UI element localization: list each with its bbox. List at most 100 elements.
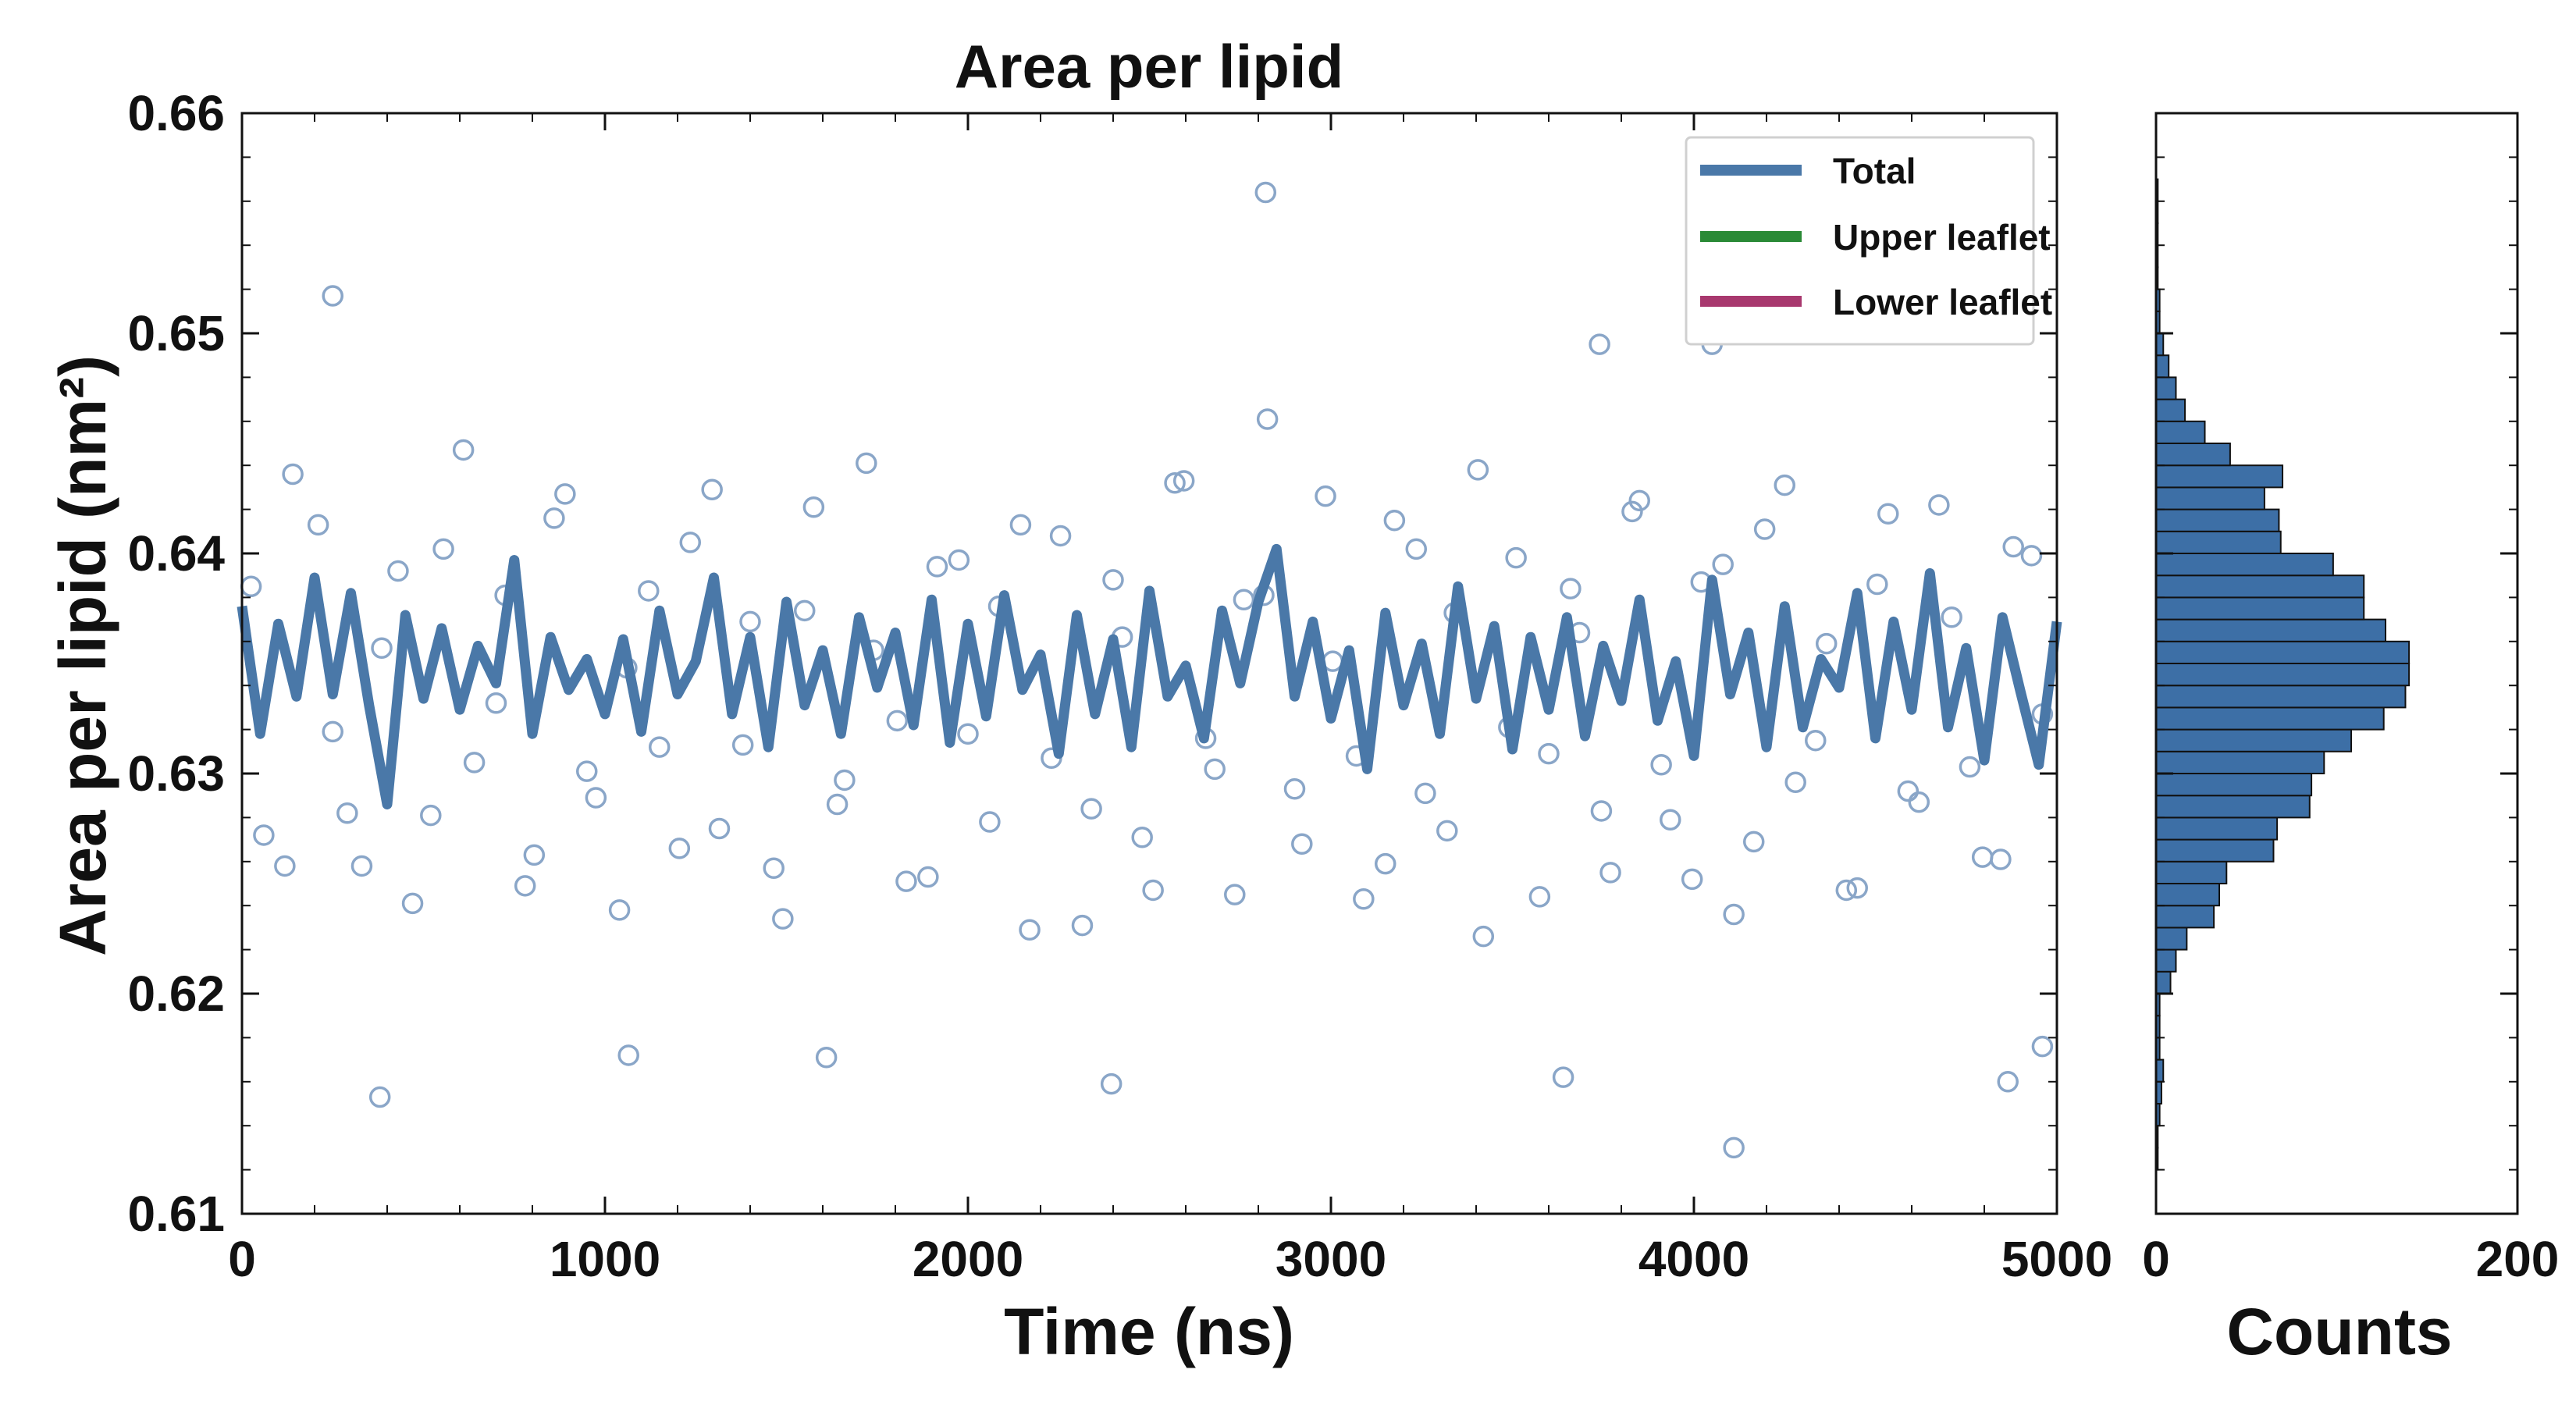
scatter-point: [815, 1047, 838, 1069]
histogram-bar: [2155, 883, 2221, 907]
scatter-point: [1928, 494, 1950, 516]
scatter-point: [1224, 884, 1246, 905]
scatter-point: [1712, 553, 1734, 575]
main-plot-ticks: 0 1000 2000 3000 4000 5000 0.61 0.62 0.63 0.64 0.6…: [127, 85, 2112, 1287]
scatter-point: [1897, 780, 1920, 802]
histogram-bar: [2155, 530, 2282, 554]
histogram-bar: [2155, 574, 2365, 599]
scatter-point: [649, 736, 671, 758]
scatter-point: [420, 804, 442, 827]
scatter-point: [1254, 181, 1277, 204]
scatter-point: [1505, 546, 1527, 569]
scatter-point: [1784, 771, 1806, 794]
legend-label-lower-leaflet: Lower leaflet: [1833, 282, 2052, 322]
scatter-point: [543, 507, 565, 529]
scatter-point: [679, 532, 702, 553]
scatter-point: [1414, 782, 1436, 805]
histogram-x-tick-label: 200: [2476, 1231, 2560, 1287]
scatter-point: [1723, 1136, 1745, 1159]
legend-label-total: Total: [1833, 151, 1916, 191]
scatter-point: [554, 483, 576, 505]
scatter-point: [1560, 578, 1582, 599]
scatter-point: [668, 838, 691, 859]
x-tick-label: 4000: [1638, 1231, 1749, 1287]
scatter-point: [1291, 833, 1313, 855]
main-plot-border: [240, 112, 2058, 1215]
histogram-bar: [2155, 773, 2313, 797]
scatter-point: [240, 575, 262, 598]
scatter-point: [371, 637, 393, 660]
scatter-point: [1997, 1071, 2019, 1093]
legend-box: [1685, 136, 2035, 346]
scatter-point: [1467, 459, 1489, 481]
main-plot-frame: [240, 112, 2058, 1215]
histogram-marks: [2155, 178, 2411, 1171]
scatter-point: [1990, 848, 2012, 870]
histogram-border: [2154, 112, 2519, 1215]
scatter-point: [368, 1086, 391, 1108]
scatter-point: [432, 538, 454, 560]
scatter-point: [802, 496, 825, 518]
x-tick-label: 1000: [550, 1231, 660, 1287]
scatter-point: [485, 692, 507, 714]
x-tick-label: 5000: [2001, 1231, 2112, 1287]
scatter-point: [834, 769, 856, 791]
histogram-bar: [2155, 640, 2411, 664]
scatter-point: [1233, 589, 1255, 610]
scatter-point: [1846, 877, 1868, 899]
scatter-point: [401, 892, 424, 915]
histogram-bar: [2155, 706, 2385, 731]
scatter-point: [322, 720, 343, 743]
scatter-point: [1908, 791, 1930, 813]
scatter-point: [1315, 485, 1336, 507]
scatter-point: [514, 875, 536, 897]
histogram-bar: [2155, 398, 2186, 422]
histogram-x-tick-label: 0: [2142, 1231, 2170, 1287]
histogram-bar: [2155, 728, 2353, 752]
y-tick-label: 0.63: [127, 745, 225, 802]
y-tick-label: 0.66: [127, 85, 225, 141]
main-plot-marks: [237, 181, 2062, 1159]
scatter-point: [1080, 798, 1102, 820]
scatter-point: [886, 710, 909, 732]
series-line-total: [237, 543, 2062, 809]
scatter-point: [1375, 852, 1397, 875]
scatter-point: [1660, 809, 1681, 831]
scatter-point: [1172, 470, 1195, 492]
scatter-point: [1681, 868, 1703, 891]
histogram-frame: [2154, 112, 2519, 1215]
scatter-point: [1353, 887, 1375, 910]
scatter-point: [1621, 500, 1643, 523]
histogram-bar: [2155, 553, 2334, 577]
scatter-point: [2031, 1035, 2054, 1058]
scatter-point: [1877, 503, 1899, 525]
scatter-point: [917, 866, 939, 888]
scatter-point: [1436, 820, 1458, 842]
histogram-bar: [2155, 927, 2188, 951]
scatter-point: [2020, 545, 2043, 567]
histogram-bar: [2155, 376, 2177, 400]
scatter-point: [1071, 914, 1094, 937]
histogram-bar: [2155, 464, 2284, 489]
y-tick-label: 0.64: [127, 525, 225, 582]
scatter-point: [1405, 538, 1428, 560]
scatter-point: [1590, 800, 1613, 822]
scatter-point: [1552, 1066, 1574, 1088]
histogram-bar: [2155, 948, 2177, 973]
scatter-point: [1742, 831, 1765, 853]
scatter-point: [1009, 514, 1032, 536]
scatter-point: [1650, 753, 1672, 776]
scatter-point: [608, 899, 631, 921]
scatter-point: [617, 1044, 639, 1066]
histogram-bar: [2155, 970, 2172, 995]
scatter-point: [1723, 903, 1745, 926]
scatter-point: [826, 793, 849, 816]
scatter-point: [336, 802, 358, 824]
scatter-point: [2002, 535, 2024, 558]
histogram-bar: [2155, 420, 2206, 444]
histogram-bar: [2155, 685, 2407, 709]
histogram-bar: [2155, 860, 2228, 885]
scatter-point: [1753, 518, 1776, 540]
scatter-point: [1019, 919, 1041, 941]
